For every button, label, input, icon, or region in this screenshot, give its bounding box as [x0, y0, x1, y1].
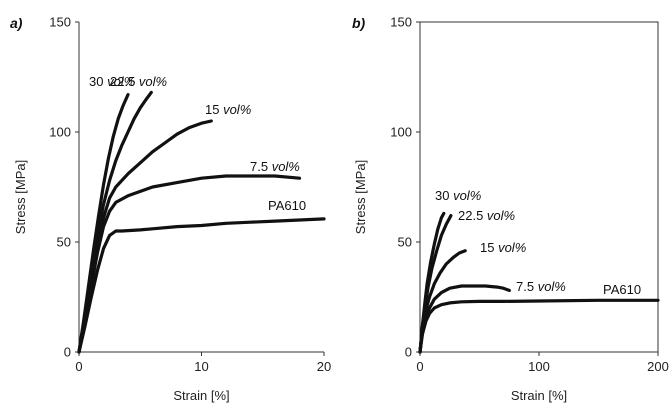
chart-panel-a: a) 0 50 100 150 0 10 20 Strain [%] Stress [MPa] PA…: [10, 15, 331, 404]
series-label: 7.5 vol%: [516, 279, 566, 294]
y-tick-label: 100: [390, 125, 412, 140]
series-line-pa610: [77, 217, 326, 354]
series-label: 30 vol%: [435, 188, 481, 203]
y-axis-label: Stress [MPa]: [353, 160, 368, 234]
y-tick-label: 0: [405, 345, 412, 360]
y-tick-label: 100: [49, 125, 71, 140]
chart-panel-b: b) 0 50 100 150 0 100 200 Strain [%] Stress [MPa]…: [352, 15, 669, 404]
y-tick-label: 150: [390, 15, 412, 30]
series-line-7-5-vol-: [418, 284, 511, 354]
y-tick-label: 0: [64, 345, 71, 360]
x-tick-label: 0: [75, 359, 82, 374]
series-line-15-vol-: [77, 119, 213, 354]
panel-tag: b): [352, 15, 366, 31]
series-label: 15 vol%: [205, 102, 251, 117]
x-tick-label: 0: [416, 359, 423, 374]
x-axis-label: Strain [%]: [511, 388, 567, 403]
series-label: 22.5 vol%: [458, 208, 515, 223]
x-tick-label: 200: [647, 359, 669, 374]
y-tick-label: 150: [49, 15, 71, 30]
series-label: 22.5 vol%: [110, 74, 167, 89]
series-label: 15 vol%: [480, 240, 526, 255]
series-line-30-vol-: [77, 93, 130, 354]
x-tick-label: 10: [194, 359, 208, 374]
series-line-30-vol-: [418, 211, 446, 354]
y-tick-label: 50: [398, 235, 412, 250]
panel-tag: a): [10, 15, 23, 31]
series-label: 30 vol%: [89, 74, 135, 89]
series-label: PA610: [603, 282, 641, 297]
y-axis-label: Stress [MPa]: [13, 160, 28, 234]
x-tick-label: 20: [317, 359, 331, 374]
series-label: PA610: [268, 198, 306, 213]
series-label: 7.5 vol%: [250, 159, 300, 174]
y-tick-label: 50: [57, 235, 71, 250]
x-tick-label: 100: [528, 359, 550, 374]
series-line-pa610: [418, 298, 660, 354]
series-line-7-5-vol-: [77, 174, 302, 354]
x-axis-label: Strain [%]: [173, 388, 229, 403]
